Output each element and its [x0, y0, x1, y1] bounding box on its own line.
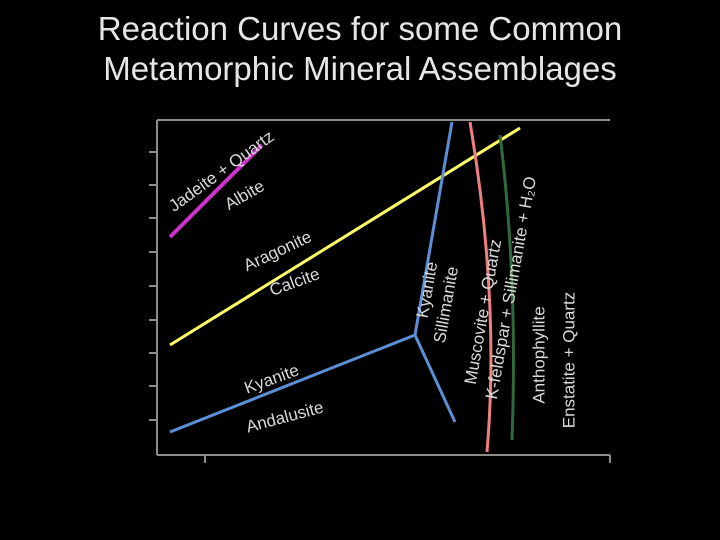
- aragonite-curve: [169, 126, 521, 347]
- anthophyllite-curve: [498, 134, 515, 441]
- muscovite-curve: [468, 121, 493, 453]
- curve-label: Enstatite + Quartz: [559, 292, 578, 429]
- jadeite-curve: [168, 143, 264, 239]
- curve-label: Anthophyllite: [529, 306, 548, 403]
- axes: [149, 119, 611, 463]
- title-line: Metamorphic Mineral Assemblages: [103, 50, 617, 87]
- title-line: Reaction Curves for some Common: [98, 10, 623, 47]
- y-ticks: [149, 151, 157, 421]
- aluminosilicate-curves: [169, 121, 457, 434]
